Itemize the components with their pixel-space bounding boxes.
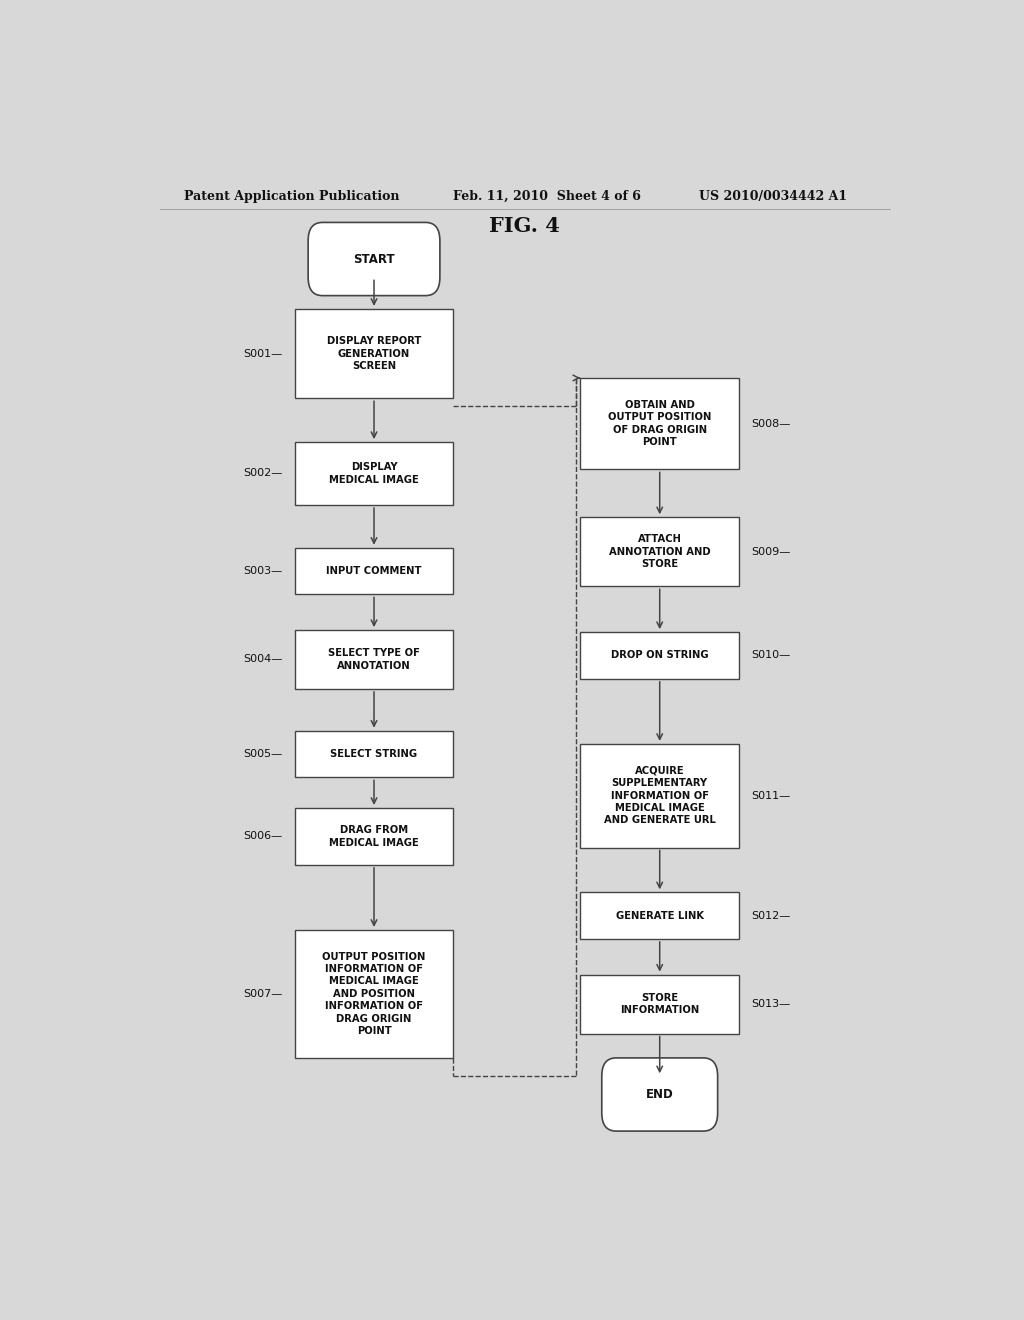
Text: STORE
INFORMATION: STORE INFORMATION <box>621 993 699 1015</box>
FancyBboxPatch shape <box>295 808 454 865</box>
Text: S003—: S003— <box>244 566 283 576</box>
Text: US 2010/0034442 A1: US 2010/0034442 A1 <box>699 190 848 202</box>
Text: S006—: S006— <box>244 832 283 841</box>
Text: S002—: S002— <box>244 469 283 478</box>
FancyBboxPatch shape <box>295 731 454 777</box>
FancyBboxPatch shape <box>581 974 739 1034</box>
Text: INPUT COMMENT: INPUT COMMENT <box>327 566 422 576</box>
FancyBboxPatch shape <box>308 223 440 296</box>
Text: Feb. 11, 2010  Sheet 4 of 6: Feb. 11, 2010 Sheet 4 of 6 <box>454 190 641 202</box>
Text: S001—: S001— <box>244 348 283 359</box>
Text: S010—: S010— <box>751 651 791 660</box>
FancyBboxPatch shape <box>581 892 739 939</box>
Text: SELECT STRING: SELECT STRING <box>331 748 418 759</box>
Text: S004—: S004— <box>244 655 283 664</box>
FancyBboxPatch shape <box>581 632 739 678</box>
FancyBboxPatch shape <box>295 929 454 1057</box>
FancyBboxPatch shape <box>581 378 739 470</box>
FancyBboxPatch shape <box>581 744 739 847</box>
Text: DISPLAY REPORT
GENERATION
SCREEN: DISPLAY REPORT GENERATION SCREEN <box>327 337 421 371</box>
Text: DRAG FROM
MEDICAL IMAGE: DRAG FROM MEDICAL IMAGE <box>329 825 419 847</box>
Text: S009—: S009— <box>751 546 791 557</box>
Text: ACQUIRE
SUPPLEMENTARY
INFORMATION OF
MEDICAL IMAGE
AND GENERATE URL: ACQUIRE SUPPLEMENTARY INFORMATION OF MED… <box>604 766 716 825</box>
Text: START: START <box>353 252 395 265</box>
Text: Patent Application Publication: Patent Application Publication <box>183 190 399 202</box>
Text: S013—: S013— <box>751 999 791 1008</box>
FancyBboxPatch shape <box>581 517 739 586</box>
Text: S005—: S005— <box>244 748 283 759</box>
FancyBboxPatch shape <box>295 309 454 399</box>
Text: DISPLAY
MEDICAL IMAGE: DISPLAY MEDICAL IMAGE <box>329 462 419 484</box>
Text: DROP ON STRING: DROP ON STRING <box>611 651 709 660</box>
Text: OUTPUT POSITION
INFORMATION OF
MEDICAL IMAGE
AND POSITION
INFORMATION OF
DRAG OR: OUTPUT POSITION INFORMATION OF MEDICAL I… <box>323 952 426 1036</box>
FancyBboxPatch shape <box>295 442 454 506</box>
Text: S007—: S007— <box>244 989 283 999</box>
FancyBboxPatch shape <box>602 1057 718 1131</box>
Text: FIG. 4: FIG. 4 <box>489 215 560 235</box>
Text: ATTACH
ANNOTATION AND
STORE: ATTACH ANNOTATION AND STORE <box>609 535 711 569</box>
Text: OBTAIN AND
OUTPUT POSITION
OF DRAG ORIGIN
POINT: OBTAIN AND OUTPUT POSITION OF DRAG ORIGI… <box>608 400 712 447</box>
Text: SELECT TYPE OF
ANNOTATION: SELECT TYPE OF ANNOTATION <box>328 648 420 671</box>
Text: S008—: S008— <box>751 418 791 429</box>
FancyBboxPatch shape <box>295 548 454 594</box>
FancyBboxPatch shape <box>295 630 454 689</box>
Text: S012—: S012— <box>751 911 791 920</box>
Text: END: END <box>646 1088 674 1101</box>
Text: S011—: S011— <box>751 791 791 801</box>
Text: GENERATE LINK: GENERATE LINK <box>615 911 703 920</box>
